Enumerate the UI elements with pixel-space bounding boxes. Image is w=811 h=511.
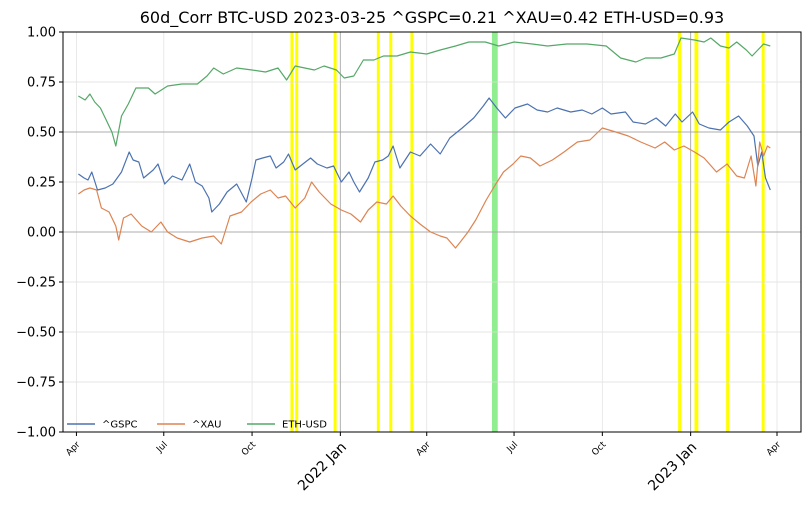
y-tick-label: −0.25 — [16, 276, 56, 291]
y-tick-label: 1.00 — [27, 26, 56, 41]
series-line-xau — [78, 127, 771, 249]
y-tick-label: −0.50 — [16, 326, 56, 341]
series-lines — [78, 37, 771, 249]
y-tick-label: 0.50 — [27, 126, 56, 141]
chart-title: 60d_Corr BTC-USD 2023-03-25 ^GSPC=0.21 ^… — [140, 8, 724, 28]
legend-label: ETH-USD — [282, 420, 327, 431]
y-tick-label: −0.75 — [16, 376, 56, 391]
y-tick-label: 0.25 — [27, 176, 56, 191]
y-tick-label: 0.00 — [27, 226, 56, 241]
legend-label: ^XAU — [192, 420, 221, 431]
legend: ^GSPC ^XAU ETH-USD — [67, 420, 327, 431]
legend-label: ^GSPC — [102, 420, 138, 431]
y-tick-label: −1.00 — [16, 426, 56, 441]
series-line-gspc — [78, 97, 771, 213]
series-line-eth-usd — [78, 37, 771, 147]
y-tick-label: 0.75 — [27, 76, 56, 91]
